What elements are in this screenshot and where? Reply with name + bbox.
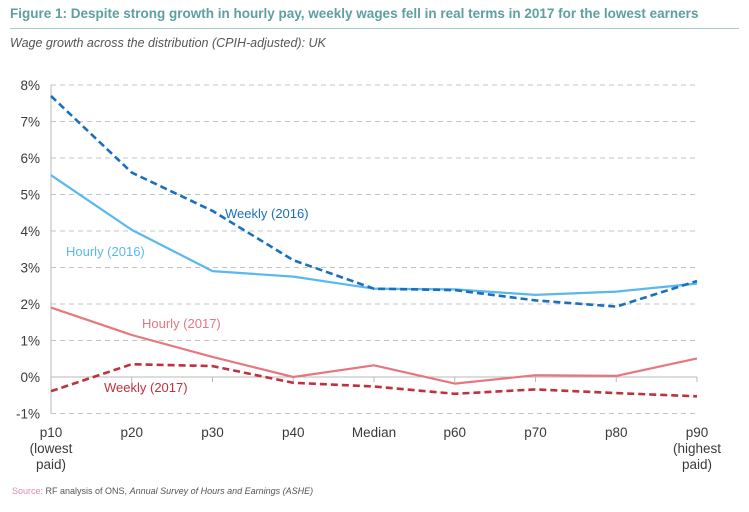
y-axis-ticks: 8% 7% 6% 5% 4% 3% 2% 1% 0% -1% [16, 78, 40, 422]
y-tick-label: -1% [16, 407, 40, 422]
figure-title: Figure 1: Despite strong growth in hourl… [10, 6, 699, 21]
y-tick-label: 1% [20, 334, 40, 349]
x-tick-label: p20 [120, 425, 143, 440]
x-tick-label: Median [352, 425, 396, 440]
source-label: Source: [12, 486, 44, 496]
y-tick-label: 4% [20, 224, 40, 239]
series-line-weekly-2016 [50, 95, 698, 308]
x-tick-label-line: p60 [443, 425, 466, 440]
source-note: Source: RF analysis of ONS, Annual Surve… [12, 486, 313, 496]
series-label: Hourly (2016) [66, 244, 145, 259]
series-labels: Weekly (2016) Hourly (2016) Hourly (2017) W… [66, 206, 309, 395]
source-publication: Annual Survey of Hours and Earnings (ASH… [129, 486, 314, 496]
y-tick-label: 3% [20, 261, 40, 276]
figure-subtitle: Wage growth across the distribution (CPI… [10, 36, 326, 50]
series-line-hourly-2017 [50, 306, 698, 385]
source-text: RF analysis of ONS, [43, 486, 130, 496]
x-tick-label: p90 (highest paid) [673, 425, 721, 472]
x-tick-label-line: Median [352, 425, 396, 440]
series-line-hourly-2016 [50, 174, 698, 296]
y-tick-label: 0% [20, 370, 40, 385]
series-lines [50, 95, 698, 398]
x-tick-label: p10 (lowest paid) [30, 425, 73, 472]
x-tick-label-line: p10 [40, 425, 63, 440]
x-tick-label: p30 [201, 425, 224, 440]
x-tick-label-line: p20 [120, 425, 143, 440]
axes [50, 85, 698, 414]
x-tick-label: p70 [524, 425, 547, 440]
x-tick-label-line: p80 [605, 425, 628, 440]
y-tick-label: 7% [20, 115, 40, 130]
y-tick-label: 6% [20, 151, 40, 166]
y-tick-label: 2% [20, 297, 40, 312]
series-line-weekly-2017 [50, 362, 698, 398]
x-tick-label-line: (highest [673, 441, 721, 456]
x-tick-label-line: p30 [201, 425, 224, 440]
y-tick-label: 8% [20, 78, 40, 93]
x-tick-label-line: p70 [524, 425, 547, 440]
x-tick-label-line: paid) [36, 457, 66, 472]
x-tick-label-line: p90 [686, 425, 709, 440]
x-tick-label-line: paid) [682, 457, 712, 472]
series-label: Weekly (2017) [104, 380, 188, 395]
x-tick-label-line: (lowest [30, 441, 73, 456]
x-tick-label: p60 [443, 425, 466, 440]
series-label: Hourly (2017) [142, 316, 221, 331]
series-label: Weekly (2016) [225, 206, 309, 221]
x-axis-ticks: p10 (lowest paid)p20 p30 p40 Median p60 p70 p80 p… [30, 425, 722, 472]
x-tick-label-line: p40 [282, 425, 305, 440]
title-divider [10, 28, 739, 29]
x-tick-label: p40 [282, 425, 305, 440]
x-tick-label: p80 [605, 425, 628, 440]
y-tick-label: 5% [20, 188, 40, 203]
